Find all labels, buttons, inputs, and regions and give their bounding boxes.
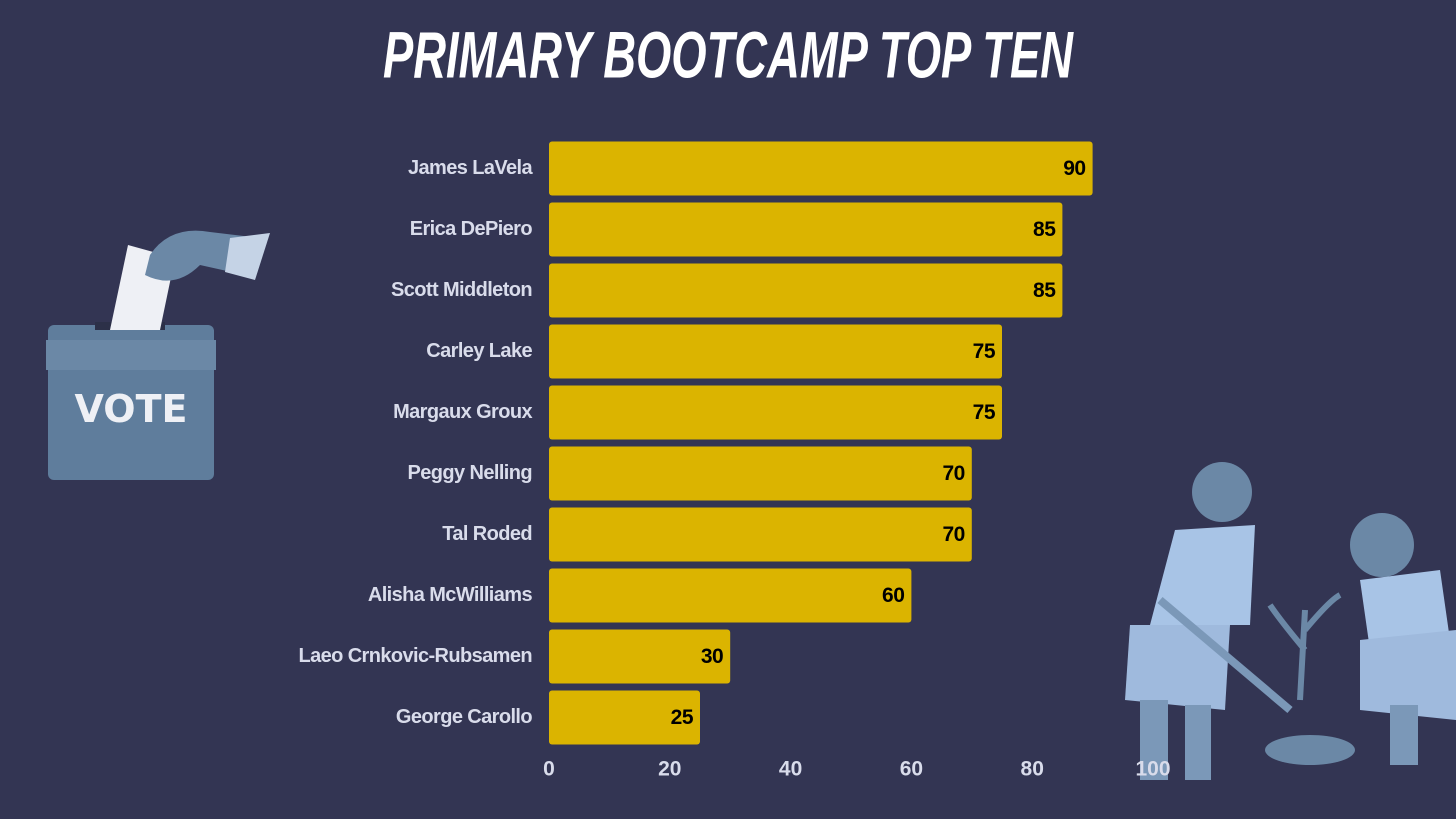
bar [549,629,731,684]
category-label: Laeo Crnkovic-Rubsamen [298,645,532,667]
bar [549,385,1002,440]
category-label: James LaVela [408,157,533,179]
x-tick-label: 100 [1135,758,1170,781]
value-label: 90 [1063,157,1085,180]
svg-text:VOTE: VOTE [75,387,188,431]
kids-illustration [1125,462,1456,780]
x-tick-label: 60 [900,758,923,781]
value-label: 30 [701,645,723,668]
value-label: 25 [671,706,694,729]
bar [549,324,1002,379]
category-label: Carley Lake [426,340,532,362]
bar [549,507,972,562]
x-tick-label: 20 [658,758,681,781]
value-label: 70 [942,462,964,485]
chart-title: PRIMARY BOOTCAMP TOP TEN [383,17,1074,91]
ballot-illustration: VOTE [46,230,270,480]
category-label: Peggy Nelling [408,462,532,484]
category-label: George Carollo [396,706,532,728]
value-label: 85 [1033,218,1056,241]
category-label: Scott Middleton [391,279,532,301]
bar [549,141,1093,196]
value-label: 75 [973,401,996,424]
x-tick-label: 40 [779,758,802,781]
x-tick-label: 80 [1021,758,1044,781]
value-label: 70 [942,523,964,546]
x-tick-label: 0 [543,758,555,781]
bar [549,202,1063,257]
value-label: 60 [882,584,904,607]
category-label: Erica DePiero [410,218,533,240]
value-label: 85 [1033,279,1056,302]
category-label: Tal Roded [442,523,532,545]
category-label: Alisha McWilliams [368,584,533,606]
category-label: Margaux Groux [393,401,532,423]
value-label: 75 [973,340,996,363]
bar [549,568,912,623]
bar [549,690,700,745]
bar [549,263,1063,318]
bar [549,446,972,501]
